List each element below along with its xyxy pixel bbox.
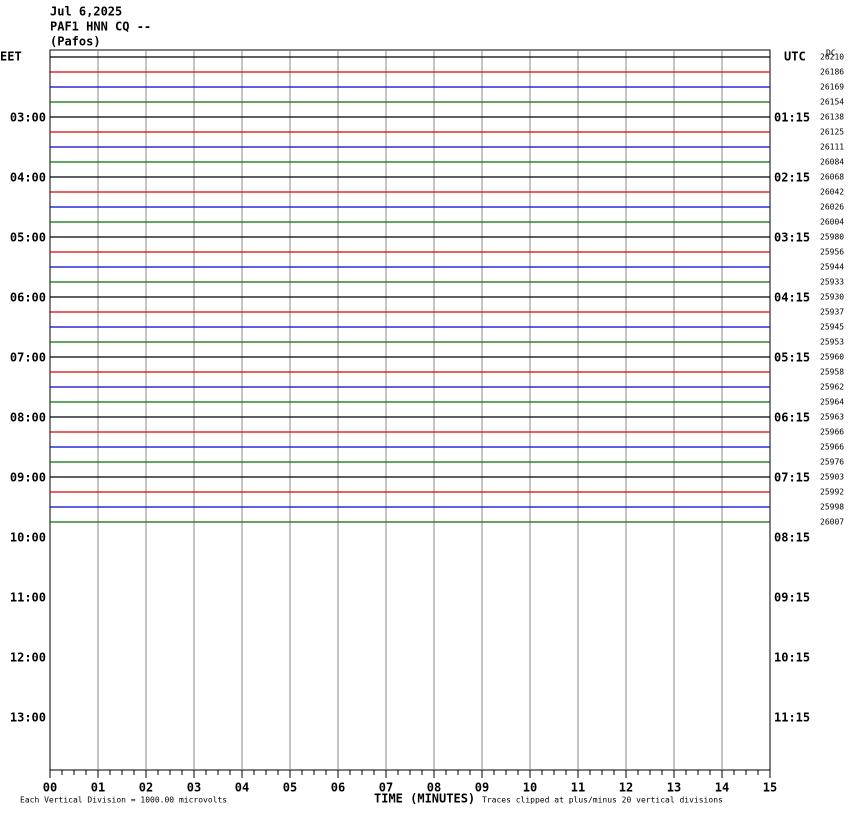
left-time: 07:00 xyxy=(10,351,46,365)
x-tick-label: 14 xyxy=(715,781,729,795)
left-time: 13:00 xyxy=(10,711,46,725)
dc-offset: 26026 xyxy=(820,203,844,212)
left-time: 11:00 xyxy=(10,591,46,605)
dc-offset: 25962 xyxy=(820,383,844,392)
date: Jul 6,2025 xyxy=(50,5,122,19)
dc-offset: 26004 xyxy=(820,218,844,227)
x-tick-label: 07 xyxy=(379,781,393,795)
x-tick-label: 05 xyxy=(283,781,297,795)
dc-offset: 25903 xyxy=(820,473,844,482)
dc-offset: 25992 xyxy=(820,488,844,497)
left-time: 12:00 xyxy=(10,651,46,665)
x-tick-label: 10 xyxy=(523,781,537,795)
dc-offset: 25966 xyxy=(820,443,844,452)
x-tick-label: 02 xyxy=(139,781,153,795)
dc-offset: 26154 xyxy=(820,98,844,107)
x-tick-label: 11 xyxy=(571,781,585,795)
left-time: 05:00 xyxy=(10,231,46,245)
dc-offset: 25963 xyxy=(820,413,844,422)
right-time: 09:15 xyxy=(774,591,810,605)
x-tick-label: 01 xyxy=(91,781,105,795)
dc-offset: 25966 xyxy=(820,428,844,437)
dc-offset: 25976 xyxy=(820,458,844,467)
x-tick-label: 08 xyxy=(427,781,441,795)
left-time: 10:00 xyxy=(10,531,46,545)
right-time: 04:15 xyxy=(774,291,810,305)
right-time: 07:15 xyxy=(774,471,810,485)
left-time: 08:00 xyxy=(10,411,46,425)
dc-offset: 26186 xyxy=(820,68,844,77)
left-time: 03:00 xyxy=(10,111,46,125)
dc-offset: 25958 xyxy=(820,368,844,377)
right-time: 01:15 xyxy=(774,111,810,125)
dc-offset: 26169 xyxy=(820,83,844,92)
dc-offset: 25937 xyxy=(820,308,844,317)
location: (Pafos) xyxy=(50,35,101,49)
dc-offset: 26125 xyxy=(820,128,844,137)
dc-offset: 26007 xyxy=(820,518,844,527)
right-zone: UTC xyxy=(784,50,806,64)
left-zone: EET xyxy=(0,50,22,64)
right-time: 08:15 xyxy=(774,531,810,545)
dc-offset: 25980 xyxy=(820,233,844,242)
left-time: 04:00 xyxy=(10,171,46,185)
dc-offset: 26210 xyxy=(820,53,844,62)
dc-offset: 25930 xyxy=(820,293,844,302)
dc-offset: 26068 xyxy=(820,173,844,182)
dc-offset: 26084 xyxy=(820,158,844,167)
x-tick-label: 04 xyxy=(235,781,249,795)
dc-offset: 25960 xyxy=(820,353,844,362)
right-time: 10:15 xyxy=(774,651,810,665)
left-time: 09:00 xyxy=(10,471,46,485)
dc-label: DC xyxy=(826,49,836,58)
x-tick-label: 09 xyxy=(475,781,489,795)
right-time: 03:15 xyxy=(774,231,810,245)
left-time: 06:00 xyxy=(10,291,46,305)
scale-note: Each Vertical Division = 1000.00 microvo… xyxy=(20,796,227,805)
x-tick-label: 13 xyxy=(667,781,681,795)
dc-offset: 26138 xyxy=(820,113,844,122)
x-title: TIME (MINUTES) xyxy=(374,792,475,806)
dc-offset: 25953 xyxy=(820,338,844,347)
dc-offset: 25964 xyxy=(820,398,844,407)
dc-offset: 25945 xyxy=(820,323,844,332)
right-time: 06:15 xyxy=(774,411,810,425)
dc-offset: 25998 xyxy=(820,503,844,512)
right-time: 05:15 xyxy=(774,351,810,365)
x-tick-label: 15 xyxy=(763,781,777,795)
x-tick-label: 12 xyxy=(619,781,633,795)
dc-offset: 26042 xyxy=(820,188,844,197)
x-tick-label: 03 xyxy=(187,781,201,795)
right-time: 02:15 xyxy=(774,171,810,185)
clip-note: Traces clipped at plus/minus 20 vertical… xyxy=(482,796,723,805)
dc-offset: 25956 xyxy=(820,248,844,257)
x-tick-label: 06 xyxy=(331,781,345,795)
dc-offset: 25944 xyxy=(820,263,844,272)
dc-offset: 25933 xyxy=(820,278,844,287)
right-time: 11:15 xyxy=(774,711,810,725)
dc-offset: 26111 xyxy=(820,143,844,152)
x-tick-label: 00 xyxy=(43,781,57,795)
station: PAF1 HNN CQ -- xyxy=(50,20,151,34)
